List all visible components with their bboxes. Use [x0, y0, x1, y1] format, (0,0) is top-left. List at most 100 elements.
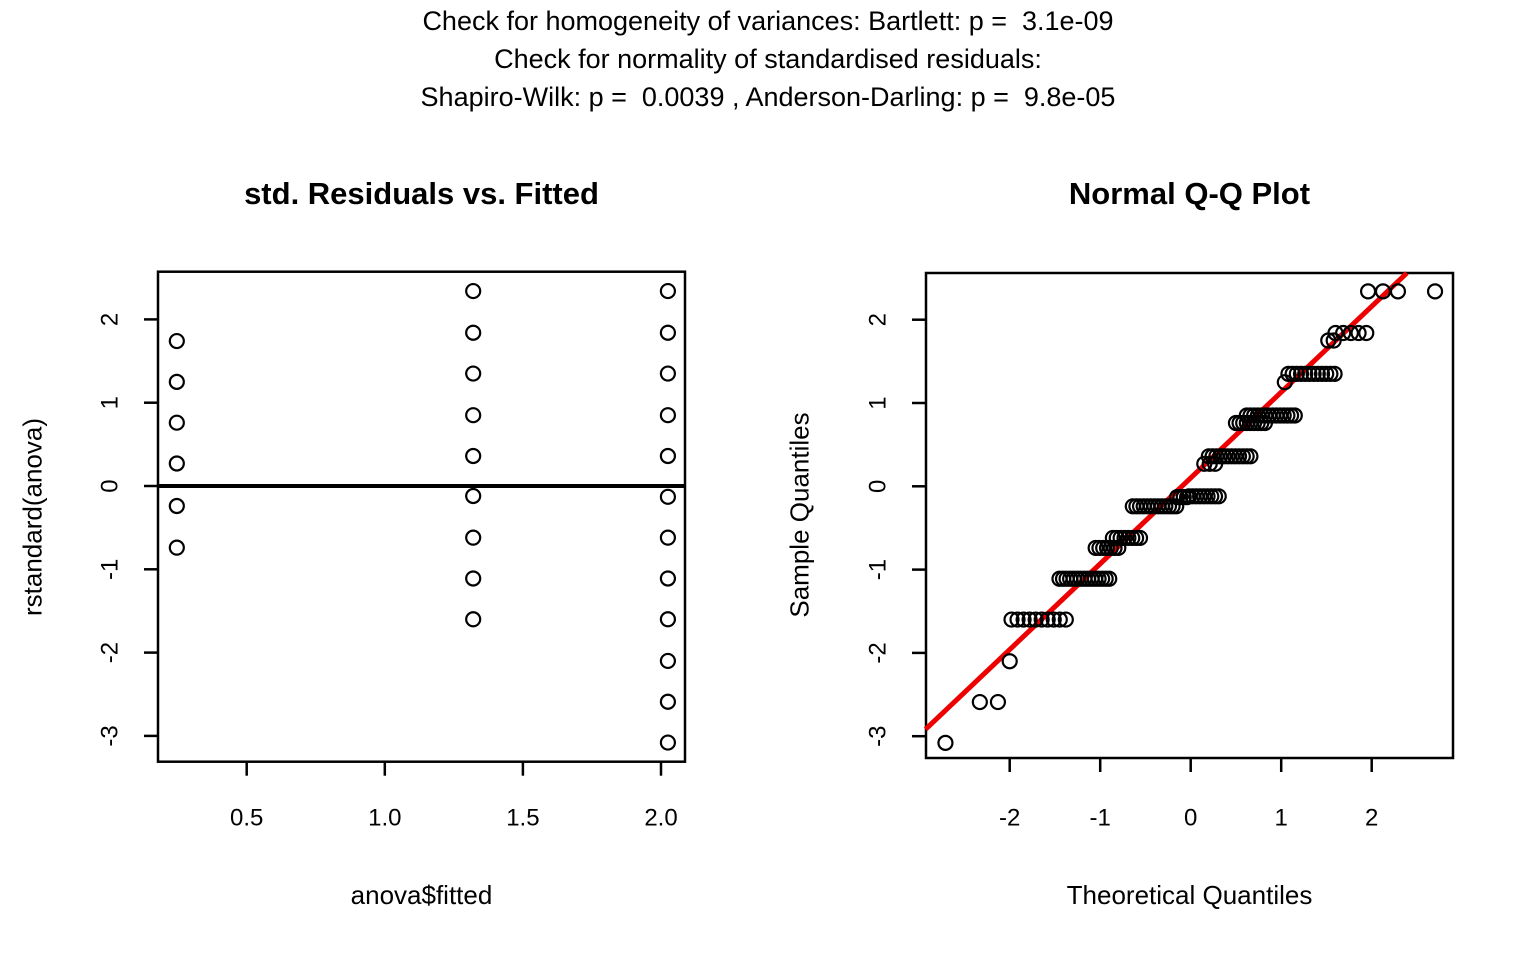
- data-point: [1309, 365, 1326, 382]
- data-point: [168, 455, 185, 472]
- header-line-normality: Check for normality of standardised resi…: [494, 44, 1042, 74]
- data-point: [659, 282, 677, 300]
- data-point: [1301, 365, 1318, 382]
- data-point: [1280, 365, 1297, 382]
- data-point: [1305, 365, 1322, 382]
- y-axis-tick-label: -3: [865, 726, 892, 747]
- data-point: [465, 529, 482, 546]
- data-point: [1359, 283, 1377, 300]
- data-point: [1256, 414, 1274, 432]
- y-axis-tick-label: 2: [97, 313, 124, 326]
- data-point: [465, 282, 482, 300]
- y-axis-tick-label: -3: [97, 725, 124, 746]
- data-point: [1168, 498, 1185, 515]
- data-point: [168, 414, 185, 431]
- residuals-plot-ylabel: rstandard(anova): [17, 418, 48, 616]
- data-point: [1350, 324, 1367, 342]
- x-axis-tick-label: 1.5: [506, 805, 539, 832]
- y-axis-tick-label: -2: [865, 642, 892, 663]
- x-axis-tick-label: 1.0: [368, 805, 401, 832]
- data-point: [1342, 324, 1359, 342]
- data-point: [1045, 611, 1062, 628]
- y-axis-tick-label: 1: [97, 396, 124, 409]
- data-point: [937, 734, 954, 751]
- data-point: [1286, 407, 1303, 424]
- data-point: [465, 407, 482, 424]
- y-axis-tick-label: -2: [97, 642, 124, 663]
- data-point: [659, 734, 677, 751]
- header-text-block: Check for homogeneity of variances: Bart…: [0, 2, 1536, 116]
- data-point: [1320, 332, 1337, 349]
- data-point: [989, 693, 1007, 711]
- data-point: [465, 611, 482, 628]
- data-point: [1057, 611, 1074, 628]
- data-point: [1131, 529, 1149, 547]
- data-point: [465, 324, 482, 341]
- data-point: [1207, 455, 1224, 472]
- data-point: [1292, 365, 1310, 382]
- data-point: [1426, 283, 1444, 300]
- x-axis-tick-label: -2: [999, 805, 1020, 832]
- data-point: [1033, 611, 1050, 628]
- data-point: [1051, 611, 1068, 628]
- y-axis-tick-label: 0: [865, 480, 892, 493]
- y-axis-tick-label: -1: [97, 559, 124, 580]
- header-line-shapiro-anderson: Shapiro-Wilk: p = 0.0039 , Anderson-Darl…: [420, 82, 1116, 112]
- data-point: [168, 497, 185, 515]
- data-point: [971, 693, 988, 711]
- data-point: [1201, 455, 1218, 472]
- data-point: [1039, 611, 1056, 628]
- data-point: [1318, 365, 1335, 382]
- y-axis-tick-label: -1: [865, 559, 892, 580]
- x-axis-tick-label: -1: [1090, 805, 1111, 832]
- plot-box: [156, 270, 687, 763]
- qq-plot-ylabel: Sample Quantiles: [784, 412, 815, 618]
- data-point: [659, 693, 677, 710]
- data-point: [1021, 611, 1038, 628]
- data-point: [659, 365, 677, 382]
- data-point: [1003, 611, 1020, 628]
- data-point: [1015, 611, 1032, 628]
- data-point: [1325, 332, 1342, 349]
- x-axis-tick-label: 0.5: [230, 805, 263, 832]
- plot-box: [924, 271, 1455, 760]
- data-point: [1027, 611, 1044, 628]
- data-point: [1288, 365, 1305, 382]
- data-point: [1322, 365, 1339, 382]
- data-point: [659, 570, 677, 587]
- data-point: [1101, 570, 1118, 587]
- x-axis-tick-label: 2.0: [644, 805, 677, 832]
- x-axis-tick-label: 2: [1365, 805, 1378, 832]
- data-point: [465, 447, 482, 465]
- data-point: [465, 570, 482, 587]
- data-point: [1276, 374, 1293, 391]
- data-point: [659, 447, 677, 465]
- data-point: [465, 487, 482, 505]
- qq-plot-xlabel: Theoretical Quantiles: [1066, 880, 1313, 910]
- qq-plot-title: Normal Q-Q Plot: [1068, 176, 1311, 211]
- data-point: [1110, 539, 1127, 557]
- residuals-plot-xlabel: anova$fitted: [350, 880, 493, 910]
- data-point: [1009, 611, 1026, 628]
- data-point: [659, 488, 677, 505]
- y-axis-tick-label: 1: [865, 396, 892, 409]
- data-point: [659, 611, 677, 628]
- data-point: [1389, 283, 1407, 300]
- data-point: [659, 652, 677, 670]
- data-point: [1313, 365, 1331, 382]
- data-point: [1001, 653, 1018, 670]
- data-point: [465, 365, 482, 382]
- header-line-bartlett: Check for homogeneity of variances: Bart…: [422, 6, 1114, 36]
- y-axis-tick-label: 2: [865, 313, 892, 326]
- data-point: [659, 324, 677, 341]
- y-axis-tick-label: 0: [97, 479, 124, 492]
- data-point: [1242, 448, 1259, 465]
- data-point: [1297, 365, 1314, 382]
- data-point: [659, 407, 677, 424]
- data-point: [1210, 488, 1227, 505]
- x-axis-tick-label: 1: [1275, 805, 1288, 832]
- residuals-plot-title: std. Residuals vs. Fitted: [244, 176, 599, 211]
- data-point: [1358, 324, 1375, 342]
